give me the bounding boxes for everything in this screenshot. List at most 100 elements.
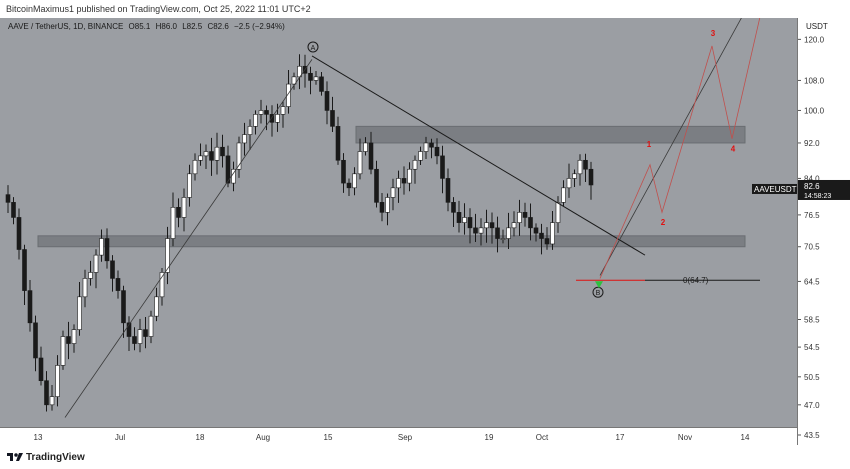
y-tick-label: 70.5 [804,243,820,252]
currency-label: USDT [806,22,828,31]
candle [88,260,93,286]
candle-body [330,110,335,127]
candle-body [379,202,385,213]
ticker-tag-text: AAVEUSDT [754,185,797,194]
wave-b-arrow [595,281,603,289]
candle-body [286,83,291,107]
candle-body [313,76,319,81]
candle-body [192,159,198,175]
last-price-tag [798,179,850,200]
candle-body [456,212,462,223]
candle [379,192,385,222]
candle [335,116,341,165]
candle [38,346,44,386]
close-value: 82.6 [213,22,229,31]
candle-body [489,222,495,229]
candle [341,153,346,193]
candle [451,197,456,228]
candle [401,166,407,195]
candle [148,310,154,344]
candle-body [357,151,363,175]
y-tick-label: 58.5 [804,315,820,324]
candle-body [253,114,258,127]
candle-body [280,106,286,115]
candle [121,285,126,338]
price-axis-svg: 43.5 47.0 50.5 54.5 58.5 64.5 70.5 76.5 84.0 92.0… [798,4,850,440]
candle-body [517,212,522,223]
x-tick-label: Oct [536,433,549,442]
candle [280,101,286,128]
candle [170,192,176,247]
candle [561,180,566,207]
candle-body [99,238,104,256]
candle-body [93,254,99,273]
open-label: O [128,22,135,31]
candle [11,197,16,225]
x-tick-label: 18 [196,433,205,442]
candle [220,134,225,168]
candle [159,268,165,306]
candle [16,208,22,260]
candle-body [467,217,473,229]
candle [374,160,379,208]
candle-body [451,202,456,213]
x-tick-label: 19 [485,433,494,442]
candle [352,167,357,196]
candle-body [16,217,22,250]
candle-body [264,110,269,115]
candle [291,72,297,90]
candle [132,327,137,351]
candle-body [368,142,374,170]
candle [445,168,451,212]
price-axis[interactable]: 43.5 47.0 50.5 54.5 58.5 64.5 70.5 76.5 84.0 92.0… [797,4,850,445]
candle [225,145,231,188]
time-axis[interactable]: 13 Jul 18 Aug 15 Sep 19 Oct 17 Nov 14 [0,427,797,445]
candle-body [583,159,588,170]
candle-body [407,168,412,184]
candle [214,132,220,175]
high-label: H [155,22,162,31]
candle [407,162,412,192]
candle [583,153,588,183]
candle-body [82,278,88,298]
chart-pane[interactable]: 1(135.5)0(64.7)ABC12345AAVEUSDT [0,0,797,445]
candle [467,208,473,244]
tradingview-logo-icon [7,453,23,461]
candle-body [528,217,533,229]
candle-body [484,222,489,229]
candle [60,330,66,370]
low-label: L [182,22,187,31]
candle-body [110,260,115,279]
symbol-name: AAVE / TetherUS, 1D, BINANCE [8,22,124,31]
wave-circle [307,41,319,53]
candle [412,155,418,184]
candle [324,81,330,125]
candle [357,138,363,180]
candle [456,200,462,233]
candle [198,143,203,166]
candle-body [71,329,77,344]
candle [22,244,27,306]
y-tick-label: 100.0 [804,106,825,115]
candle [55,355,60,407]
candle [346,178,352,196]
candle-body [352,173,357,189]
candle-body [506,227,511,239]
candle [308,66,313,95]
price-chart[interactable]: 1(135.5)0(64.7)ABC12345AAVEUSDT [0,0,797,445]
x-tick-label: Nov [678,433,692,442]
candle [176,198,181,228]
candle [5,185,11,213]
publish-text: BitcoinMaximus1 published on TradingView… [6,4,311,14]
candle-body [473,227,478,234]
resistance-zone [355,125,746,144]
y-tick-label: 47.0 [804,401,820,410]
x-tick-label: Aug [256,433,270,442]
candle-body [55,365,60,397]
x-tick-label: 14 [741,433,750,442]
candle [247,119,253,150]
candle-body [154,296,159,317]
candle [313,71,319,85]
candle-body [220,146,225,157]
candle [440,145,445,194]
